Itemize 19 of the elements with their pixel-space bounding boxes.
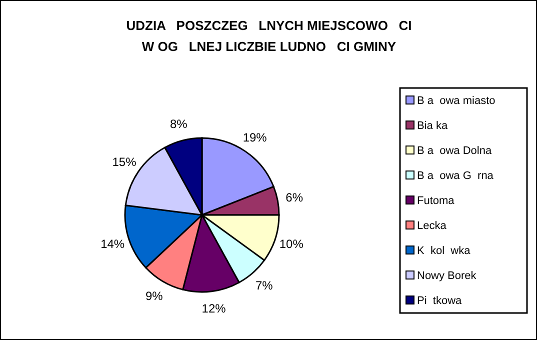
- legend-label: Bia ka: [417, 120, 448, 132]
- data-label: 19%: [242, 130, 268, 144]
- legend-label: Nowy Borek: [417, 270, 477, 282]
- data-label: 15%: [112, 155, 137, 170]
- data-label: 14%: [100, 237, 125, 252]
- data-label: 7%: [255, 278, 274, 293]
- chart-title: UDZIA POSZCZEG LNYCH MIEJSCOWO CI W OG LNEJ LICZBIE LUDNO CI GMINY: [126, 18, 412, 54]
- legend-label: B a owa G rna: [417, 170, 494, 182]
- legend-label: K kol wka: [417, 245, 472, 257]
- data-label: 10%: [279, 237, 304, 252]
- data-label: 12%: [202, 301, 226, 316]
- data-label: 8%: [170, 116, 188, 131]
- legend-label: B a owa Dolna: [417, 145, 492, 157]
- data-label: 6%: [286, 190, 304, 204]
- legend-label: Futoma: [417, 195, 456, 207]
- data-label: 9%: [145, 288, 164, 303]
- legend-label: B a owa miasto: [417, 95, 496, 107]
- legend-label: Pi tkowa: [417, 295, 463, 307]
- legend-label: Lecka: [417, 220, 448, 232]
